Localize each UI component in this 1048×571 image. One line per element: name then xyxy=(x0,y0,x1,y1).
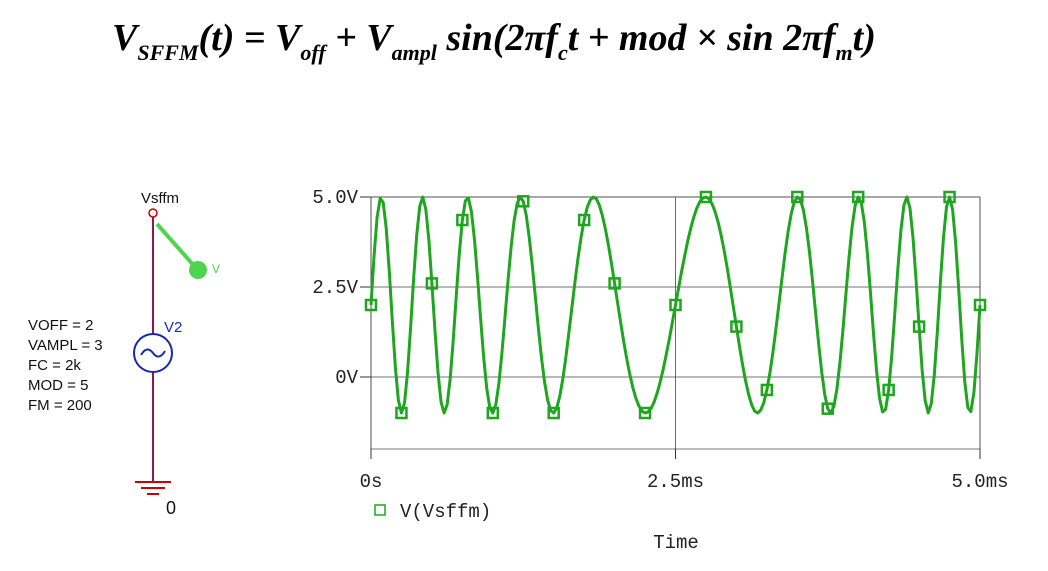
formula-part: (t) = V xyxy=(199,17,304,59)
series-line xyxy=(369,195,982,415)
probe-label: V xyxy=(212,262,220,276)
formula-sub: SFFM xyxy=(137,40,200,65)
source-symbol xyxy=(133,333,173,373)
param: FC = 2k xyxy=(28,357,81,374)
probe xyxy=(155,222,198,270)
series-marker xyxy=(517,195,530,208)
series-marker xyxy=(699,190,713,204)
param: VOFF = 2 xyxy=(28,317,93,334)
series-marker xyxy=(730,320,743,333)
series-marker xyxy=(425,277,439,290)
node xyxy=(148,208,158,218)
legend-marker xyxy=(374,504,386,516)
series-marker xyxy=(851,190,865,204)
series-marker xyxy=(760,383,774,397)
schematic: Vsffm V2 VOFF = 2 VAMPL = 3 FC = 2k MOD … xyxy=(28,190,220,518)
series-marker xyxy=(577,213,591,227)
x-tick-label: 2.5ms xyxy=(647,471,704,493)
part-name: V2 xyxy=(164,319,182,336)
x-tick-label: 0s xyxy=(360,471,383,493)
y-tick-label: 0V xyxy=(335,367,358,389)
formula-part: sin(2πf xyxy=(437,17,561,59)
series-marker xyxy=(638,406,652,420)
series-marker xyxy=(395,406,408,420)
y-tick-label: 5.0V xyxy=(312,187,358,209)
param: FM = 200 xyxy=(28,397,92,414)
series-marker xyxy=(486,406,500,420)
formula: VSFFM(t) = Voff + Vampl sin(2πfct + mod … xyxy=(112,17,876,65)
param: MOD = 5 xyxy=(28,377,88,394)
series-marker xyxy=(547,406,560,420)
series-marker xyxy=(456,213,469,227)
net-label: Vsffm xyxy=(141,190,179,207)
formula-sub: off xyxy=(300,40,328,65)
formula-sub: c xyxy=(558,40,568,65)
sine-icon xyxy=(140,348,166,358)
x-axis-label: Time xyxy=(653,532,699,554)
formula-part: t) xyxy=(853,17,876,59)
param: VAMPL = 3 xyxy=(28,337,103,354)
probe-tip xyxy=(189,261,207,279)
legend-label: V(Vsffm) xyxy=(400,501,491,523)
series-marker xyxy=(791,190,804,204)
series-marker xyxy=(973,298,987,312)
series-marker xyxy=(364,298,378,312)
series-marker xyxy=(882,383,895,397)
formula-sub: ampl xyxy=(392,40,438,65)
series-marker xyxy=(608,277,621,290)
formula-part: + V xyxy=(326,17,395,59)
series-marker xyxy=(821,402,834,415)
formula-part: V xyxy=(112,17,140,59)
formula-sub: m xyxy=(836,40,853,65)
series-marker xyxy=(912,320,926,333)
series-marker xyxy=(669,298,682,312)
formula-part: t + mod × sin 2πf xyxy=(568,17,839,59)
series-marker xyxy=(943,190,956,204)
ground-label: 0 xyxy=(166,498,176,518)
x-tick-label: 5.0ms xyxy=(951,471,1008,493)
y-tick-label: 2.5V xyxy=(312,277,358,299)
